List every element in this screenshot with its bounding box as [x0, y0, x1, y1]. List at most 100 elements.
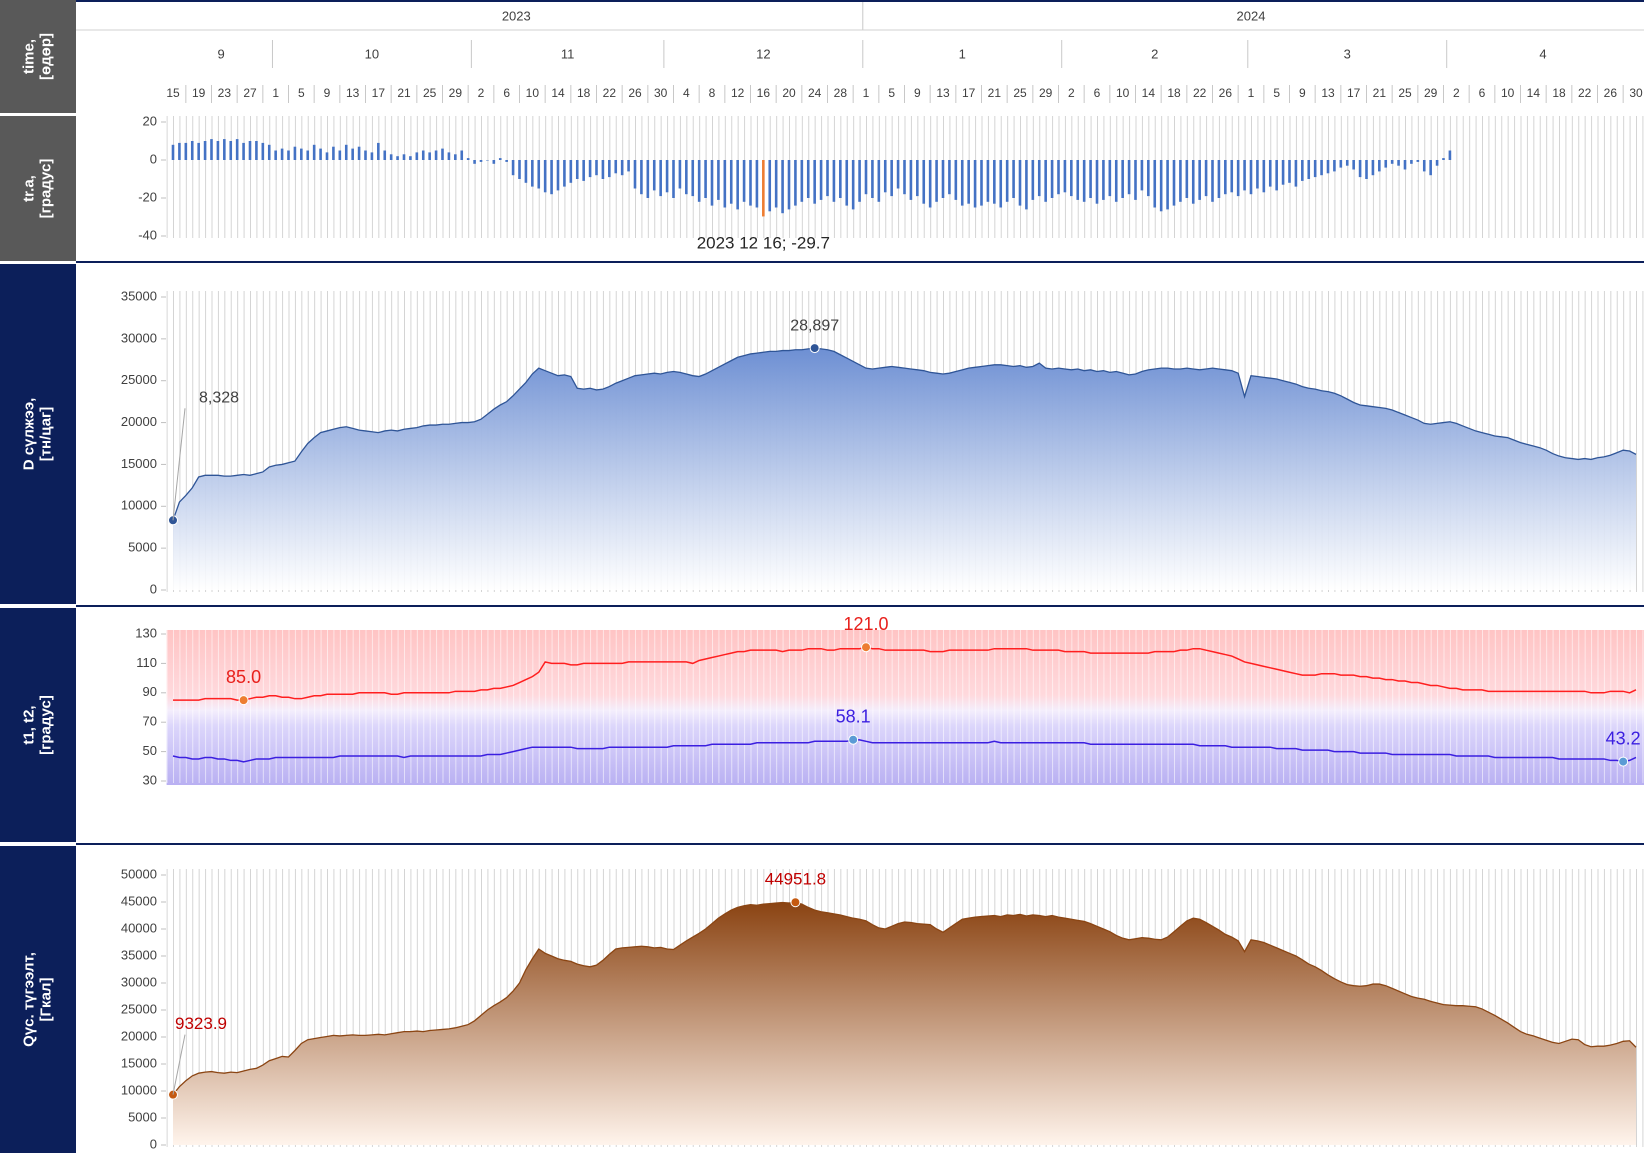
y-tick-label: 90 — [143, 684, 157, 699]
month-label: 11 — [561, 46, 575, 61]
bar — [813, 160, 816, 204]
area-fill — [173, 902, 1636, 1145]
panel-label: t1, t2, — [20, 705, 37, 744]
bar — [434, 150, 438, 160]
bar — [999, 160, 1003, 208]
day-label: 14 — [1142, 86, 1156, 100]
day-label: 17 — [372, 86, 386, 100]
panel-label-box — [0, 846, 76, 1153]
bar — [190, 141, 194, 160]
bar — [460, 150, 464, 160]
y-tick-label: -20 — [138, 189, 157, 204]
bar — [267, 144, 271, 160]
bar — [993, 160, 996, 204]
bar — [1262, 160, 1266, 193]
bar — [312, 144, 316, 160]
month-label: 1 — [959, 46, 966, 61]
y-tick-label: 5000 — [128, 540, 157, 555]
bar — [248, 141, 252, 160]
bar — [274, 150, 277, 160]
bar — [389, 154, 393, 160]
y-tick-label: 10000 — [121, 498, 157, 513]
year-label: 2023 — [502, 8, 531, 23]
bar — [518, 160, 521, 179]
bar — [935, 160, 938, 202]
bar — [1307, 160, 1311, 179]
bar — [742, 160, 746, 202]
day-label: 26 — [1604, 86, 1618, 100]
bar — [1005, 160, 1009, 202]
y-tick-label: 0 — [150, 151, 157, 166]
day-label: 2 — [1068, 86, 1075, 100]
bar — [344, 144, 348, 160]
bar — [1371, 160, 1375, 176]
bar — [447, 152, 451, 160]
y-tick-label: 20000 — [121, 1028, 157, 1043]
day-label: 13 — [1321, 86, 1335, 100]
data-label: 44951.8 — [765, 870, 826, 889]
bar — [1204, 160, 1208, 197]
bar — [293, 146, 297, 160]
bar — [1339, 160, 1343, 168]
bar — [280, 148, 284, 160]
bar — [652, 160, 656, 191]
bar — [1294, 160, 1298, 187]
month-label: 3 — [1344, 46, 1351, 61]
data-label: 43.2 — [1606, 728, 1641, 748]
data-label: 9323.9 — [175, 1014, 227, 1033]
bar — [659, 160, 662, 197]
bar — [332, 146, 335, 160]
day-label: 29 — [1039, 86, 1053, 100]
bar — [749, 160, 752, 206]
bar — [1378, 160, 1381, 172]
day-label: 1 — [272, 86, 279, 100]
bar — [665, 160, 669, 193]
bar — [614, 160, 618, 174]
bar — [1121, 160, 1124, 198]
day-label: 17 — [962, 86, 976, 100]
bar — [1224, 160, 1227, 195]
bar — [620, 160, 624, 176]
y-tick-label: 20 — [143, 113, 157, 128]
data-label: 85.0 — [226, 667, 261, 687]
bar — [421, 150, 425, 160]
bar — [723, 160, 727, 208]
bar — [1166, 160, 1169, 210]
bar — [794, 160, 797, 206]
day-label: 10 — [1501, 86, 1515, 100]
panel-label-box — [0, 608, 76, 842]
day-label: 12 — [731, 86, 745, 100]
day-label: 25 — [1398, 86, 1412, 100]
day-label: 14 — [1527, 86, 1541, 100]
bar — [1127, 160, 1131, 195]
bar — [967, 160, 970, 204]
bar — [1390, 160, 1394, 164]
bar — [178, 142, 181, 160]
bar — [396, 156, 399, 160]
data-label: 121.0 — [843, 614, 888, 634]
bar — [1236, 160, 1240, 197]
bar — [851, 160, 855, 210]
day-label: 4 — [683, 86, 690, 100]
bar — [781, 160, 784, 214]
bar — [1256, 160, 1259, 189]
day-grid — [166, 628, 1644, 783]
bar — [710, 160, 714, 206]
day-label: 26 — [628, 86, 642, 100]
day-label: 9 — [914, 86, 921, 100]
area-fill — [173, 348, 1636, 590]
bar — [774, 160, 778, 208]
bar — [300, 148, 303, 160]
bar — [960, 160, 964, 206]
marker — [1618, 756, 1629, 767]
y-tick-label: 5000 — [128, 1109, 157, 1124]
bar — [1050, 160, 1054, 198]
marker — [790, 897, 801, 908]
panel-label: [градус] — [37, 159, 54, 219]
panel-label: [тн/цаг] — [37, 407, 54, 462]
bar — [486, 160, 489, 161]
bar — [768, 160, 772, 212]
day-label: 5 — [888, 86, 895, 100]
day-label: 21 — [988, 86, 1002, 100]
